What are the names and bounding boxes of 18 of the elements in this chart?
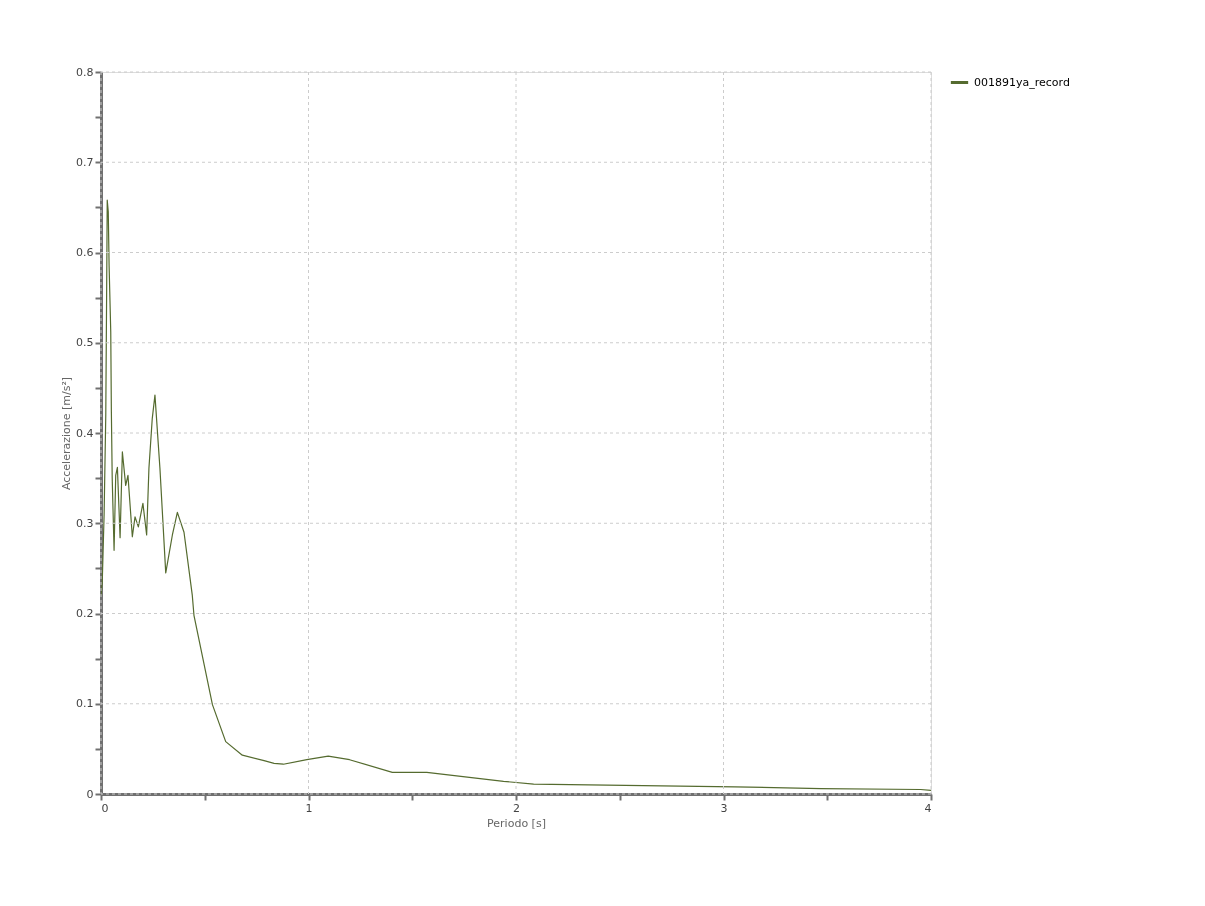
x-tick-label: 4 — [924, 801, 932, 815]
x-axis-title: Periodo [s] — [487, 816, 546, 830]
x-tick-label: 0 — [101, 801, 109, 815]
y-tick-label: 0 — [86, 787, 94, 801]
y-tick-label: 0.7 — [76, 155, 94, 169]
legend-label: 001891ya_record — [974, 75, 1070, 89]
x-tick-label: 3 — [720, 801, 728, 815]
y-tick-label: 0.4 — [76, 426, 94, 440]
y-tick-label: 0.8 — [76, 65, 94, 79]
line-series — [101, 199, 931, 791]
y-axis-title: Accelerazione [m/s²] — [60, 376, 74, 491]
y-tick-label: 0.3 — [76, 516, 94, 530]
x-tick-label: 1 — [305, 801, 313, 815]
y-tick-label: 0.5 — [76, 336, 94, 350]
y-tick-label: 0.2 — [76, 607, 94, 620]
y-tick-label: 0.6 — [76, 246, 94, 259]
y-tick-label: 0.1 — [76, 697, 94, 711]
x-tick-label: 2 — [513, 801, 520, 815]
